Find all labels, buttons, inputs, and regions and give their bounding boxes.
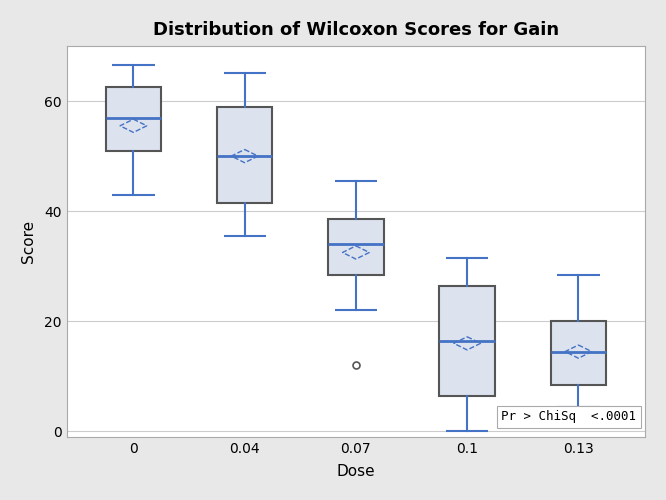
Title: Distribution of Wilcoxon Scores for Gain: Distribution of Wilcoxon Scores for Gain xyxy=(153,21,559,39)
FancyBboxPatch shape xyxy=(440,286,495,396)
FancyBboxPatch shape xyxy=(217,106,272,203)
FancyBboxPatch shape xyxy=(328,220,384,274)
FancyBboxPatch shape xyxy=(551,322,606,384)
X-axis label: Dose: Dose xyxy=(336,464,375,479)
FancyBboxPatch shape xyxy=(106,88,161,150)
Text: Pr > ChiSq  <.0001: Pr > ChiSq <.0001 xyxy=(501,410,637,424)
Y-axis label: Score: Score xyxy=(21,220,36,263)
